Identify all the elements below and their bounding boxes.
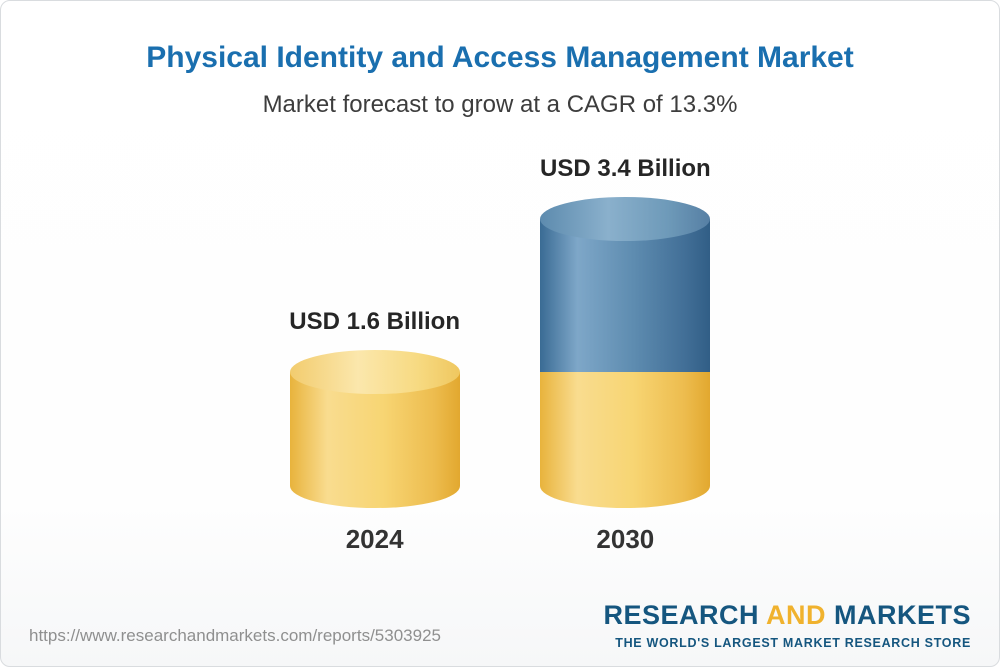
- cylinder-top-cap-2030: [540, 197, 711, 241]
- cylinder-bar-2030: [540, 197, 711, 508]
- chart-area: USD 1.6 Billion 2024 USD 3.4 Billion 2030: [1, 155, 999, 555]
- growth-segment-2030: [540, 219, 711, 372]
- logo-word-and: AND: [765, 600, 826, 630]
- year-label-2024: 2024: [345, 524, 404, 554]
- page-title: Physical Identity and Access Management …: [146, 41, 854, 74]
- logo-tagline: THE WORLD'S LARGEST MARKET RESEARCH STOR…: [615, 636, 971, 650]
- page-subtitle: Market forecast to grow at a CAGR of 13.…: [262, 91, 738, 118]
- report-url: https://www.researchandmarkets.com/repor…: [29, 626, 441, 645]
- logo-word-research: RESEARCH: [603, 600, 759, 630]
- value-label-2024: USD 1.6 Billion: [289, 308, 460, 335]
- cylinder-bar-2024: [289, 350, 460, 508]
- base-segment-2024: [289, 372, 460, 508]
- bar-group-2030: USD 3.4 Billion 2030: [540, 155, 711, 555]
- footer: https://www.researchandmarkets.com/repor…: [1, 600, 999, 666]
- logo-wordmark: RESEARCH AND MARKETS: [603, 600, 971, 631]
- research-and-markets-logo: RESEARCH AND MARKETS THE WORLD'S LARGEST…: [603, 600, 971, 650]
- cylinder-top-cap-2024: [289, 350, 460, 394]
- bar-group-2024: USD 1.6 Billion 2024: [289, 308, 460, 555]
- value-label-2030: USD 3.4 Billion: [540, 155, 711, 182]
- year-label-2030: 2030: [596, 524, 655, 554]
- logo-word-markets: MARKETS: [834, 600, 971, 630]
- base-segment-2030: [540, 372, 711, 508]
